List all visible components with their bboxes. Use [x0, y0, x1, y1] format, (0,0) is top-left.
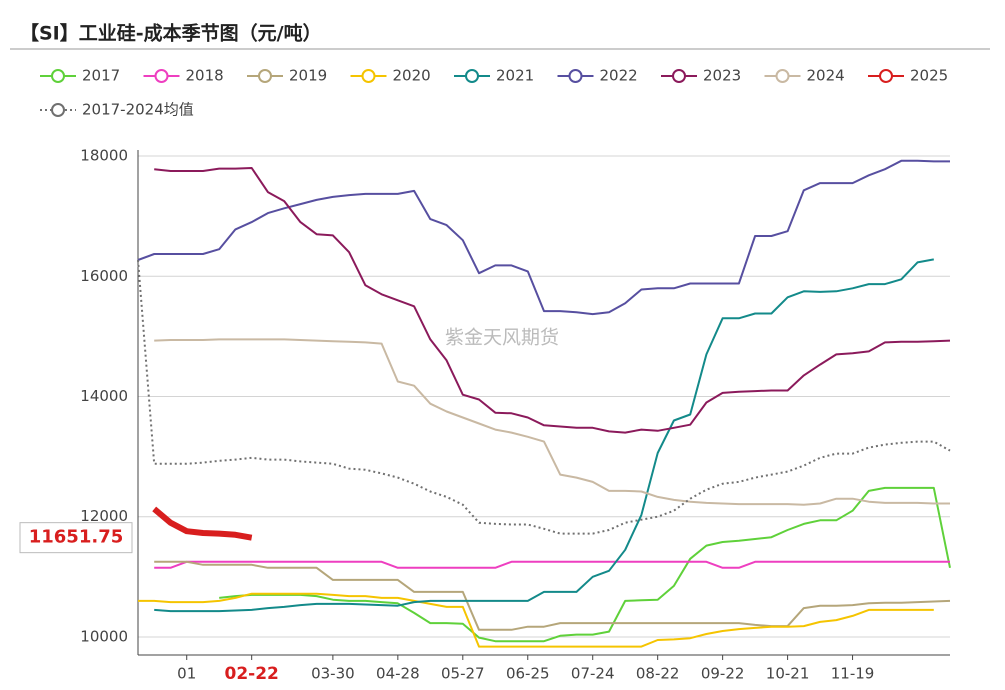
series-line	[154, 560, 950, 569]
legend-label: 2017-2024均值	[82, 101, 194, 119]
x-tick-label: 09-22	[701, 665, 745, 683]
chart-title: 【SI】工业硅-成本季节图（元/吨）	[20, 22, 322, 45]
x-tick-label: 03-30	[311, 665, 355, 683]
legend-label: 2019	[289, 67, 327, 85]
x-tick-label: 06-25	[506, 665, 550, 683]
series-line	[219, 486, 951, 643]
watermark: 紫金天风期货	[445, 327, 559, 349]
x-tick-label: 05-27	[441, 665, 485, 683]
legend-label: 2018	[186, 67, 224, 85]
x-tick-label: 11-19	[831, 665, 875, 683]
series-line	[154, 167, 951, 434]
series-line	[154, 258, 934, 613]
series-line	[154, 560, 951, 631]
legend-marker	[568, 69, 583, 83]
y-tick-label: 10000	[80, 627, 128, 645]
series-line	[154, 338, 950, 506]
legend-marker	[154, 69, 169, 83]
legend-marker	[465, 69, 479, 83]
legend-marker	[51, 103, 65, 117]
legend-marker	[775, 69, 790, 83]
x-tick-label: 08-22	[636, 665, 680, 683]
legend-marker	[361, 69, 376, 83]
x-tick-label: 04-28	[376, 665, 420, 683]
legend-label: 2025	[910, 67, 948, 85]
x-tick-label: 01	[177, 665, 196, 683]
series-line	[138, 592, 934, 648]
x-tick-label: 07-24	[571, 665, 615, 683]
y-tick-label: 18000	[80, 147, 128, 165]
legend-label: 2020	[393, 67, 431, 85]
x-tick-label: 02-22	[224, 664, 278, 684]
x-tick-label: 10-21	[766, 665, 810, 683]
series-line	[137, 259, 951, 535]
legend-label: 2024	[807, 67, 845, 85]
value-label-box	[19, 522, 133, 554]
legend-label: 2017	[82, 67, 120, 85]
legend-label: 2021	[496, 67, 534, 85]
legend-marker	[879, 69, 893, 83]
series-line	[152, 506, 253, 541]
legend-label: 2023	[703, 67, 741, 85]
value-label: 11651.75	[29, 527, 124, 548]
legend-label: 2022	[600, 67, 638, 85]
legend-marker	[51, 69, 65, 83]
y-tick-label: 16000	[80, 267, 128, 285]
y-tick-label: 12000	[80, 507, 128, 525]
series-line	[137, 159, 950, 316]
legend-marker	[258, 69, 272, 83]
legend-marker	[672, 69, 686, 83]
y-tick-label: 14000	[80, 387, 128, 405]
